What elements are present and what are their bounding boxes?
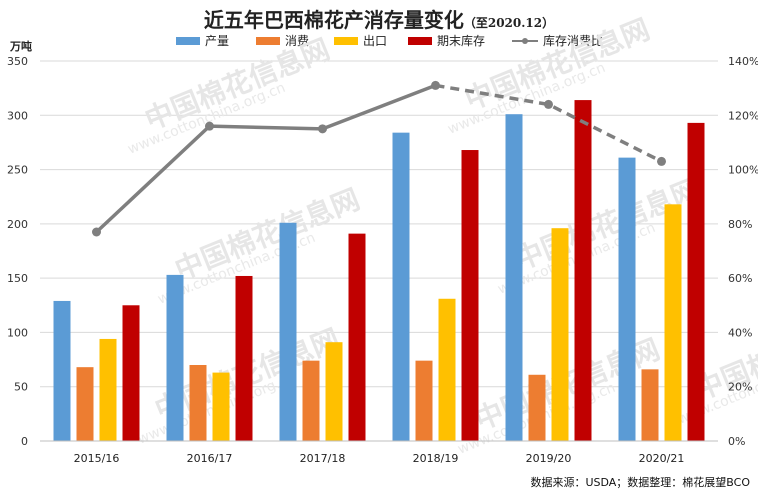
legend-swatch xyxy=(408,36,432,45)
bar xyxy=(392,132,410,441)
bar xyxy=(687,122,705,441)
y-left-tick-label: 200 xyxy=(7,218,28,231)
bar xyxy=(664,204,682,441)
ratio-point xyxy=(431,80,440,90)
legend-item-export: 出口 xyxy=(334,32,387,49)
bar xyxy=(279,222,297,441)
ratio-point xyxy=(544,99,553,109)
bar xyxy=(76,367,94,441)
x-tick-label: 2019/20 xyxy=(526,452,572,465)
y-left-tick-label: 300 xyxy=(7,109,28,122)
left-axis-unit: 万吨 xyxy=(10,40,32,53)
y-right-tick-label: 80% xyxy=(728,218,752,231)
ratio-point xyxy=(205,121,214,131)
y-left-tick-label: 350 xyxy=(7,55,28,68)
y-left-tick-label: 250 xyxy=(7,164,28,177)
x-tick-label: 2017/18 xyxy=(300,452,346,465)
y-left-tick-label: 0 xyxy=(21,435,28,448)
bar xyxy=(325,342,343,441)
legend-item-consumption: 消费 xyxy=(256,32,309,49)
source-note: 数据来源：USDA；数据整理：棉花展望BCO xyxy=(530,476,750,489)
y-right-tick-label: 140% xyxy=(728,55,758,68)
ratio-point xyxy=(92,227,101,237)
bars xyxy=(53,100,705,441)
legend-line-swatch xyxy=(512,36,538,46)
bar xyxy=(99,338,117,441)
y-left-tick-label: 150 xyxy=(7,272,28,285)
bar xyxy=(212,372,230,441)
legend-swatch xyxy=(256,36,280,45)
y-right-tick-label: 120% xyxy=(728,109,758,122)
bar xyxy=(53,300,71,441)
y-right-tick-label: 40% xyxy=(728,326,752,339)
x-tick-label: 2018/19 xyxy=(413,452,459,465)
bar xyxy=(235,275,253,441)
bar xyxy=(551,228,569,441)
ratio-point xyxy=(318,124,327,134)
legend-swatch xyxy=(176,36,200,45)
bar xyxy=(505,114,523,441)
x-tick-label: 2015/16 xyxy=(74,452,120,465)
bar xyxy=(641,369,659,441)
legend-label: 出口 xyxy=(363,34,388,48)
legend-label: 产量 xyxy=(205,34,230,48)
legend-item-production: 产量 xyxy=(176,32,229,49)
bar xyxy=(461,150,479,441)
bar xyxy=(122,305,140,441)
legend-item-stock-use-ratio: 库存消费比 xyxy=(512,32,603,49)
legend-item-ending-stocks: 期末库存 xyxy=(408,32,485,49)
y-left-tick-label: 50 xyxy=(14,381,28,394)
y-left-tick-label: 100 xyxy=(7,326,28,339)
bar xyxy=(348,233,366,441)
legend-swatch xyxy=(334,36,358,45)
bar xyxy=(438,298,456,441)
x-tick-label: 2016/17 xyxy=(187,452,233,465)
ratio-point xyxy=(657,156,666,166)
bar xyxy=(528,374,546,441)
bar xyxy=(618,157,636,441)
y-right-tick-label: 0% xyxy=(728,435,745,448)
bar xyxy=(415,360,433,441)
y-right-tick-label: 20% xyxy=(728,381,752,394)
bar xyxy=(302,360,320,441)
bar xyxy=(189,365,207,441)
ratio-line-dashed xyxy=(435,83,663,163)
legend-label: 库存消费比 xyxy=(543,34,604,48)
chart-title-row: 近五年巴西棉花产消存量变化（至2020.12） xyxy=(0,4,758,33)
x-tick-label: 2020/21 xyxy=(639,452,685,465)
y-right-tick-label: 60% xyxy=(728,272,752,285)
bar xyxy=(574,100,592,441)
ratio-line xyxy=(92,80,666,237)
ratio-line-solid xyxy=(95,83,437,234)
watermark-text: 中国棉花信息网 xyxy=(170,182,364,286)
chart-subtitle: （至2020.12） xyxy=(463,16,555,30)
bar xyxy=(166,274,184,441)
legend-label: 消费 xyxy=(285,34,310,48)
legend-label: 期末库存 xyxy=(437,34,486,48)
y-right-tick-label: 100% xyxy=(728,164,758,177)
axes: 0 0% 50 20% 100 40% 150 60% 200 80% 250 100% 300 120%… xyxy=(7,55,758,465)
watermark-text: 中国棉花信息网 xyxy=(460,12,654,116)
watermark-text: 中国棉花信息网 xyxy=(140,32,334,136)
chart-title: 近五年巴西棉花产消存量变化 xyxy=(203,8,464,32)
